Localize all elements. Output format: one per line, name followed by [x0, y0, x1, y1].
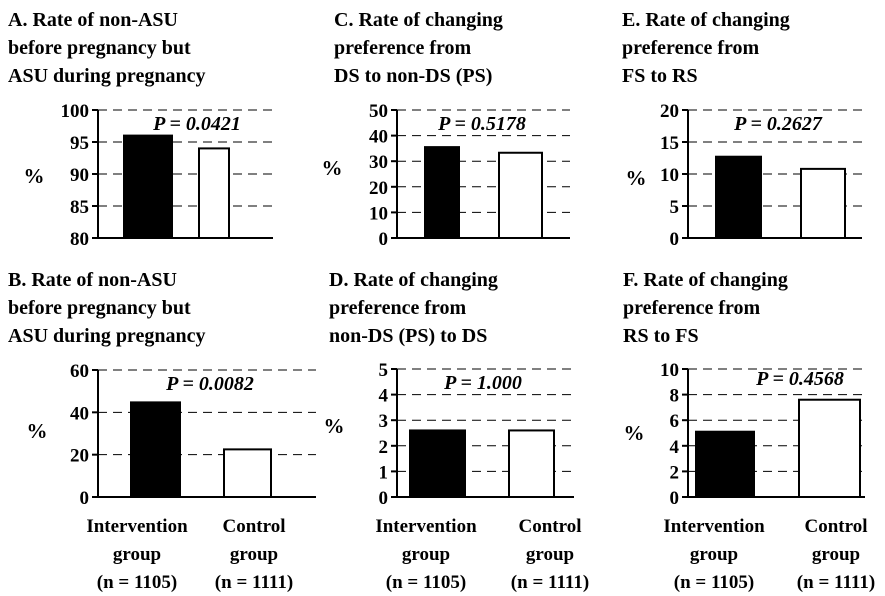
panel-d-title-line: non-DS (PS) to DS — [329, 325, 487, 347]
p-value-annotation: P = 1.000 — [443, 372, 522, 394]
panel-b-title-line: B. Rate of non-ASU — [8, 269, 177, 291]
y-tick-label: 20 — [369, 178, 388, 199]
y-tick-label: 8 — [670, 386, 680, 407]
y-tick-label: 5 — [670, 197, 680, 218]
panel-f-title-line: preference from — [623, 297, 760, 319]
x-label-control: (n = 1111) — [797, 572, 875, 593]
y-tick-label: 4 — [379, 386, 389, 407]
y-tick-label: 20 — [660, 101, 679, 122]
panel-f-title-line: RS to FS — [623, 325, 699, 347]
p-value-annotation: P = 0.2627 — [733, 113, 823, 135]
y-axis-label: % — [626, 166, 647, 190]
y-tick-label: 30 — [369, 152, 388, 173]
bar-control — [223, 448, 272, 498]
y-tick-label: 50 — [369, 101, 388, 122]
x-label-control: Control — [223, 516, 286, 537]
y-axis-label: % — [24, 164, 45, 188]
y-tick-label: 10 — [660, 165, 679, 186]
x-label-intervention: Intervention — [375, 516, 477, 537]
panel-c-title-line: C. Rate of changing — [334, 9, 503, 31]
y-tick-label: 1 — [379, 462, 389, 483]
x-label-control: group — [230, 544, 278, 565]
y-axis-label: % — [624, 421, 645, 445]
y-tick-label: 60 — [70, 361, 89, 382]
y-tick-label: 40 — [369, 127, 388, 148]
y-tick-label: 10 — [660, 360, 679, 381]
panel-d-title-line: preference from — [329, 297, 466, 319]
panel-a-title-line: A. Rate of non-ASU — [8, 9, 178, 31]
y-tick-label: 0 — [670, 229, 680, 250]
bar-control — [498, 151, 543, 239]
y-tick-label: 2 — [379, 437, 389, 458]
bar-intervention — [715, 155, 762, 239]
y-tick-label: 0 — [379, 488, 389, 509]
x-label-intervention: Intervention — [663, 516, 765, 537]
y-tick-label: 80 — [70, 229, 89, 250]
x-label-intervention: (n = 1105) — [97, 572, 178, 593]
y-tick-label: 20 — [70, 446, 89, 467]
bar-control — [508, 429, 555, 498]
panel-b-title-line: ASU during pregnancy — [8, 325, 205, 347]
x-label-control: group — [526, 544, 574, 565]
y-tick-label: 95 — [70, 133, 89, 154]
y-axis-label: % — [324, 414, 345, 438]
panel-c-title-line: preference from — [334, 37, 471, 59]
x-label-intervention: Intervention — [86, 516, 188, 537]
y-tick-label: 4 — [670, 437, 680, 458]
bar-control — [198, 147, 230, 239]
bar-control — [800, 167, 846, 240]
x-label-control: (n = 1111) — [511, 572, 589, 593]
y-tick-label: 6 — [670, 411, 680, 432]
y-tick-label: 0 — [379, 229, 389, 250]
panel-f-title-line: F. Rate of changing — [623, 269, 788, 291]
panel-d-title-line: D. Rate of changing — [329, 269, 498, 291]
panel-a-title-line: before pregnancy but — [8, 37, 191, 59]
panel-e-title-line: E. Rate of changing — [622, 9, 790, 31]
p-value-annotation: P = 0.0421 — [152, 113, 241, 135]
bar-intervention — [424, 146, 460, 239]
panel-c-title-line: DS to non-DS (PS) — [334, 65, 492, 87]
y-tick-label: 3 — [379, 411, 389, 432]
y-axis-label: % — [322, 156, 343, 180]
x-label-intervention: group — [113, 544, 161, 565]
y-tick-label: 100 — [61, 101, 90, 122]
x-label-control: Control — [805, 516, 868, 537]
x-label-control: (n = 1111) — [215, 572, 293, 593]
p-value-annotation: P = 0.0082 — [165, 373, 254, 395]
bar-intervention — [409, 429, 466, 498]
bar-control — [798, 398, 861, 498]
y-tick-label: 10 — [369, 203, 388, 224]
bar-intervention — [130, 401, 181, 499]
x-label-intervention: group — [690, 544, 738, 565]
y-tick-label: 5 — [379, 360, 389, 381]
panel-a-title-line: ASU during pregnancy — [8, 65, 205, 87]
bar-intervention — [123, 134, 173, 240]
panel-b-title-line: before pregnancy but — [8, 297, 191, 319]
x-label-intervention: group — [402, 544, 450, 565]
y-tick-label: 2 — [670, 462, 680, 483]
y-tick-label: 40 — [70, 403, 89, 424]
x-label-intervention: (n = 1105) — [386, 572, 467, 593]
panel-e-title-line: preference from — [622, 37, 759, 59]
x-label-control: group — [812, 544, 860, 565]
y-tick-label: 0 — [670, 488, 680, 509]
y-axis-label: % — [27, 419, 48, 443]
x-label-intervention: (n = 1105) — [674, 572, 755, 593]
bar-intervention — [695, 430, 755, 498]
y-tick-label: 0 — [80, 488, 90, 509]
panel-e-title-line: FS to RS — [622, 65, 698, 87]
y-tick-label: 90 — [70, 165, 89, 186]
p-value-annotation: P = 0.4568 — [755, 368, 844, 390]
y-tick-label: 85 — [70, 197, 89, 218]
x-label-control: Control — [519, 516, 582, 537]
y-tick-label: 15 — [660, 133, 679, 154]
p-value-annotation: P = 0.5178 — [437, 113, 526, 135]
